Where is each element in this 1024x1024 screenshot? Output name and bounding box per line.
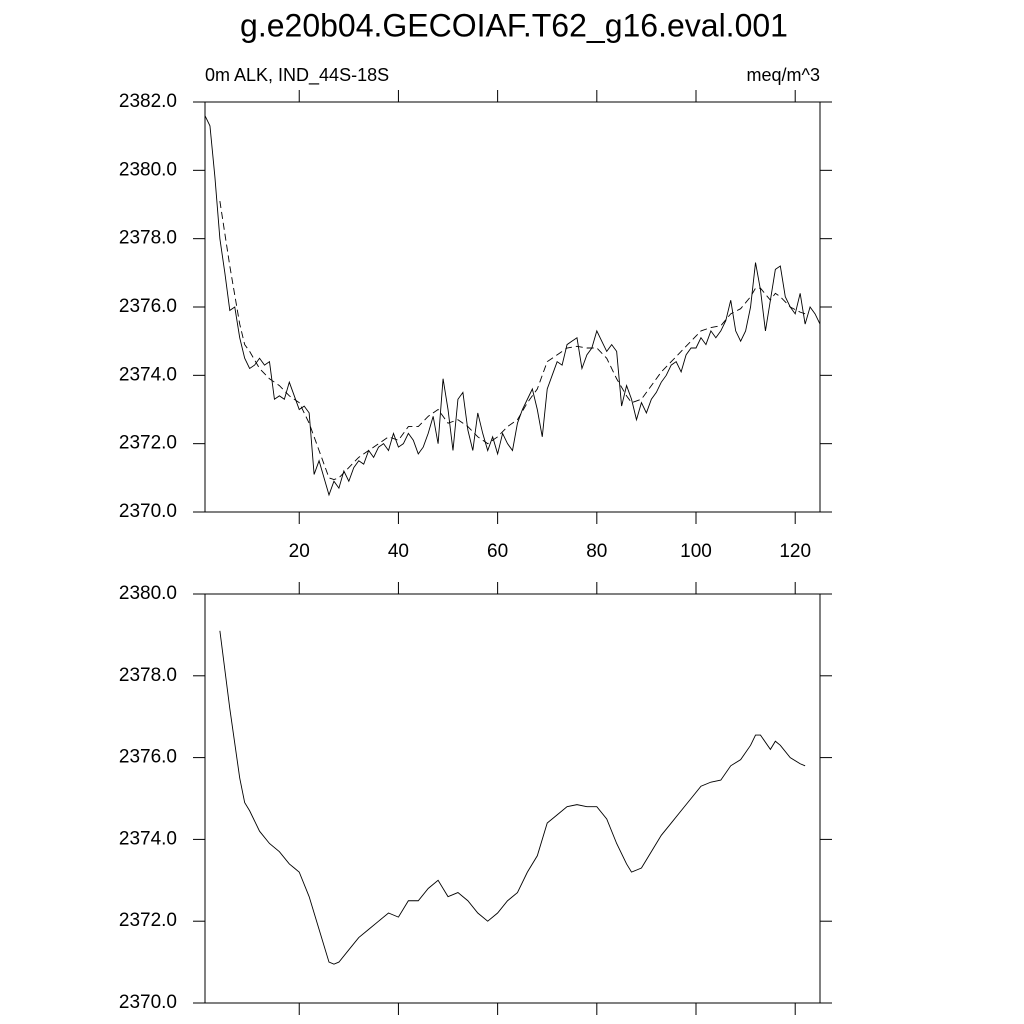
x-tick-label: 20 [289,541,310,562]
x-tick-label: 40 [388,541,409,562]
y-tick-label: 2382.0 [119,91,177,112]
y-tick-label: 2370.0 [119,992,177,1013]
data-line [204,115,821,497]
page-title: g.e20b04.GECOIAF.T62_g16.eval.001 [240,7,788,43]
x-tick-label: 100 [680,541,712,562]
y-tick-label: 2376.0 [119,296,177,317]
data-line [219,201,806,481]
y-tick-label: 2380.0 [119,159,177,180]
y-tick-label: 2374.0 [119,828,177,849]
y-tick-label: 2374.0 [119,364,177,385]
x-tick-label: 80 [586,541,607,562]
y-tick-label: 2378.0 [119,665,177,686]
y-tick-label: 2378.0 [119,228,177,249]
y-tick-label: 2372.0 [119,910,177,931]
right-label: meq/m^3 [747,65,820,85]
left-label: 0m ALK, IND_44S-18S [205,65,389,86]
data-line [219,630,806,965]
y-tick-label: 2376.0 [119,747,177,768]
plot-frame [204,593,821,1004]
y-tick-label: 2372.0 [119,433,177,454]
y-tick-label: 2380.0 [119,583,177,604]
x-tick-label: 60 [487,541,508,562]
x-tick-label: 120 [779,541,811,562]
y-tick-label: 2370.0 [119,501,177,522]
